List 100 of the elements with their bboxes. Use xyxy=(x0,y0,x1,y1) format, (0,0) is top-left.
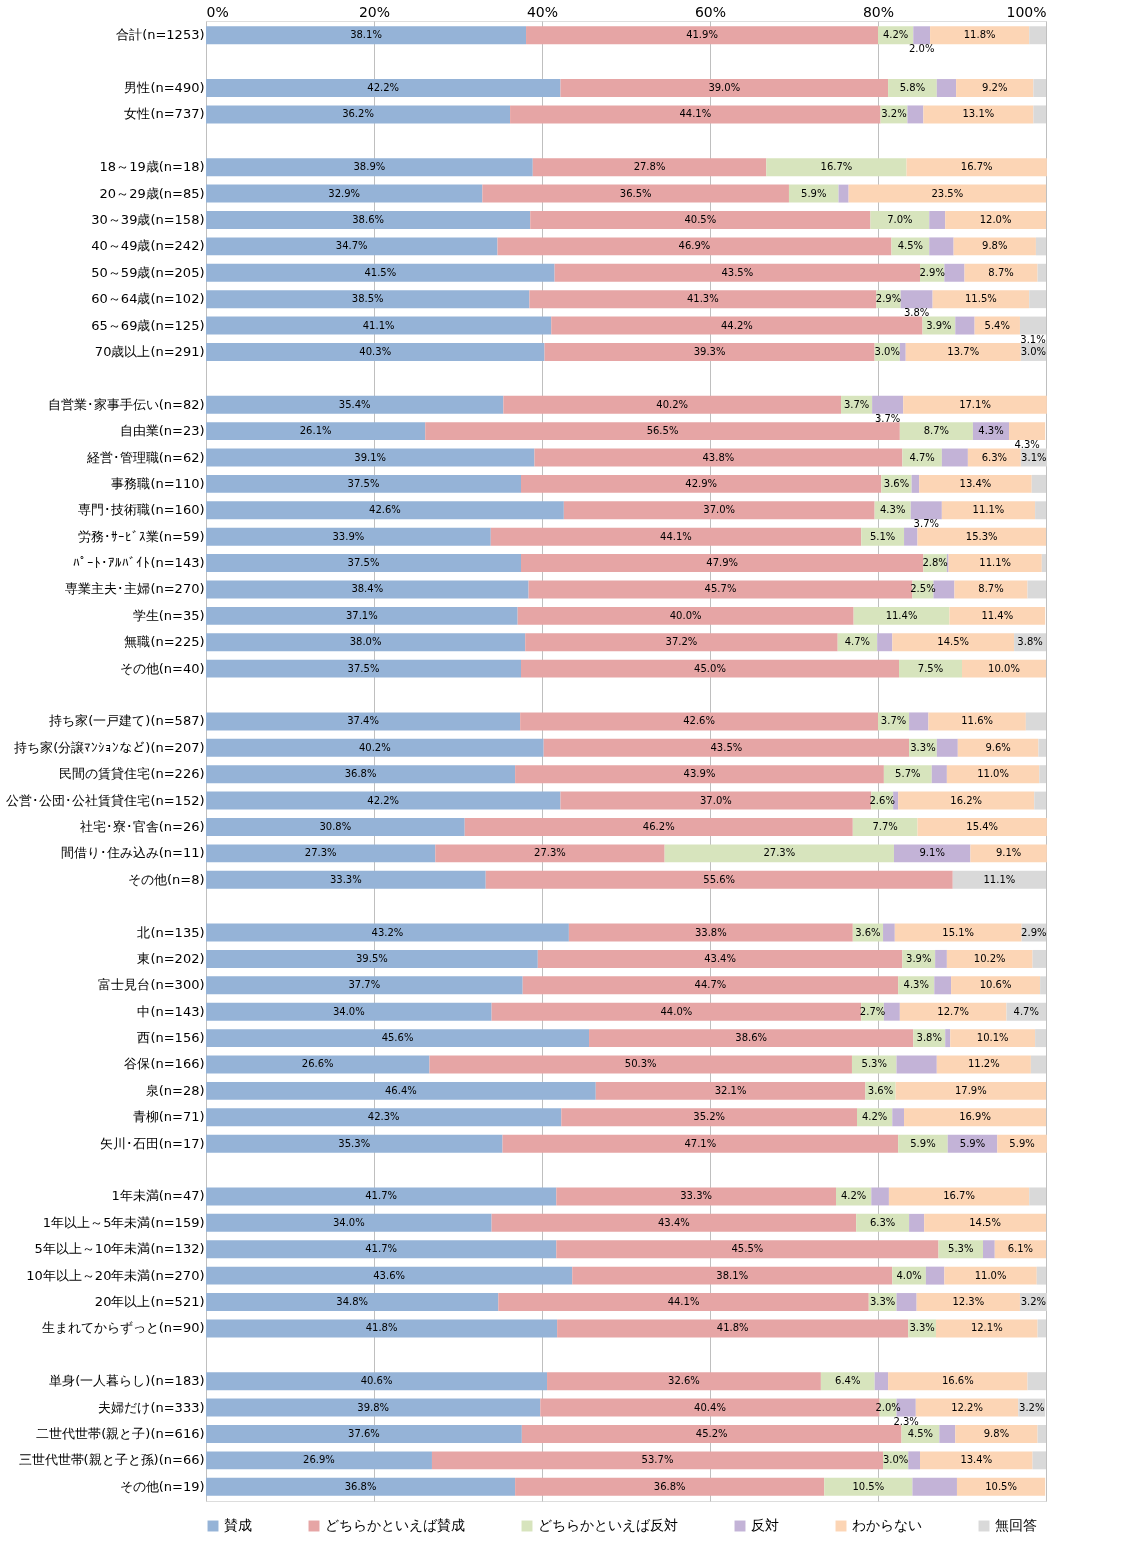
data-label: 11.1% xyxy=(983,873,1016,885)
data-label: 9.6% xyxy=(985,741,1011,753)
data-label: 37.5% xyxy=(347,662,380,674)
data-label: 10.0% xyxy=(988,662,1020,674)
data-label: 26.6% xyxy=(301,1058,334,1070)
data-label: 36.2% xyxy=(342,108,374,120)
data-label: 11.0% xyxy=(977,768,1009,780)
data-label: 6.4% xyxy=(835,1375,861,1387)
data-label: 38.4% xyxy=(351,583,384,595)
data-label: 44.0% xyxy=(660,1005,693,1017)
data-label: 45.5% xyxy=(731,1243,764,1255)
y-tick-label: 30～39歳(n=158) xyxy=(91,211,205,227)
y-tick-label: その他(n=19) xyxy=(119,1478,205,1494)
data-label: 5.9% xyxy=(1009,1137,1035,1149)
data-label: 55.6% xyxy=(703,873,736,885)
data-label: 2.7% xyxy=(859,1005,886,1017)
data-label: 15.1% xyxy=(942,926,975,938)
data-label: 2.9% xyxy=(919,266,945,278)
data-label: 2.8% xyxy=(922,557,948,569)
data-label: 4.0% xyxy=(896,1269,922,1281)
data-label: 27.8% xyxy=(633,161,666,173)
data-label: 43.6% xyxy=(373,1269,406,1281)
data-label: 3.7% xyxy=(874,412,901,424)
data-label: 3.9% xyxy=(926,319,952,331)
y-tick-label: 泉(n=28) xyxy=(145,1082,205,1098)
data-label: 38.9% xyxy=(353,161,386,173)
y-tick-label: 女性(n=737) xyxy=(124,106,205,122)
data-label: 10.5% xyxy=(852,1480,885,1492)
data-label: 9.8% xyxy=(983,1427,1010,1439)
data-label: 37.5% xyxy=(347,557,380,569)
data-label: 11.8% xyxy=(963,29,996,41)
data-label: 37.4% xyxy=(347,715,379,727)
data-label: 41.7% xyxy=(365,1190,398,1202)
data-label: 11.2% xyxy=(967,1058,1000,1070)
data-label: 16.7% xyxy=(960,161,993,173)
data-label: 47.1% xyxy=(684,1137,717,1149)
data-label: 2.5% xyxy=(910,583,936,595)
data-label: 26.1% xyxy=(299,425,332,437)
data-label: 10.2% xyxy=(973,952,1006,964)
data-label: 5.8% xyxy=(899,82,926,94)
data-label: 5.9% xyxy=(801,187,827,199)
data-label: 39.0% xyxy=(708,82,741,94)
data-label: 4.7% xyxy=(1013,1005,1039,1017)
y-tick-label: 富士見台(n=300) xyxy=(98,977,205,993)
data-label: 3.2% xyxy=(1020,1296,1047,1308)
data-label: 3.1% xyxy=(1020,333,1046,345)
data-label: 12.0% xyxy=(979,213,1012,225)
data-label: 39.8% xyxy=(357,1401,390,1413)
data-label: 3.3% xyxy=(910,741,936,753)
y-tick-label: 70歳以上(n=291) xyxy=(94,343,205,359)
data-label: 45.6% xyxy=(381,1032,414,1044)
y-tick-label: 東(n=202) xyxy=(137,950,205,966)
y-tick-label: 1年未満(n=47) xyxy=(111,1188,205,1204)
data-label: 3.7% xyxy=(843,398,870,410)
data-label: 4.7% xyxy=(844,636,871,648)
data-label: 41.3% xyxy=(686,293,719,305)
data-label: 41.8% xyxy=(716,1322,749,1334)
data-label: 38.1% xyxy=(716,1269,749,1281)
data-label: 16.9% xyxy=(959,1111,991,1123)
data-label: 36.8% xyxy=(653,1480,686,1492)
data-label: 38.1% xyxy=(350,29,382,41)
y-tick-label: 男性(n=490) xyxy=(124,80,205,96)
data-label: 40.3% xyxy=(359,345,392,357)
data-label: 7.0% xyxy=(887,213,913,225)
data-label: 44.1% xyxy=(667,1296,700,1308)
data-label: 5.1% xyxy=(869,530,896,542)
data-label: 4.3% xyxy=(880,504,906,516)
data-label: 34.8% xyxy=(336,1296,369,1308)
data-label: 8.7% xyxy=(988,266,1014,278)
y-tick-label: 40～49歳(n=242) xyxy=(91,238,205,254)
data-label: 42.9% xyxy=(685,477,718,489)
data-label: 10.5% xyxy=(985,1480,1017,1492)
data-label: 27.3% xyxy=(763,847,796,859)
data-label: 30.8% xyxy=(319,820,352,832)
data-label: 3.2% xyxy=(881,108,907,120)
data-label: 12.3% xyxy=(952,1296,985,1308)
data-label: 43.8% xyxy=(702,451,735,463)
y-tick-label: 生まれてからずっと(n=90) xyxy=(41,1320,205,1336)
data-label: 2.0% xyxy=(875,1401,901,1413)
data-label: 33.3% xyxy=(329,873,362,885)
data-label: 40.0% xyxy=(669,609,702,621)
y-tick-label: 合計(n=1253) xyxy=(116,27,205,43)
y-tick-label: 公営･公団･公社賃貸住宅(n=152) xyxy=(6,792,205,808)
data-label: 41.1% xyxy=(362,319,395,331)
y-tick-label: 60～64歳(n=102) xyxy=(91,291,205,307)
y-tick-label: 持ち家(分譲ﾏﾝｼｮﾝなど)(n=207) xyxy=(14,739,205,755)
data-label: 12.1% xyxy=(970,1322,1003,1334)
y-tick-label: 西(n=156) xyxy=(137,1030,205,1046)
data-label: 9.2% xyxy=(982,82,1008,94)
x-tick-label: 100% xyxy=(1006,3,1047,20)
data-label: 38.6% xyxy=(735,1032,768,1044)
data-label: 9.1% xyxy=(919,847,945,859)
data-label: 39.3% xyxy=(693,345,726,357)
data-label: 16.7% xyxy=(820,161,853,173)
data-label: 14.5% xyxy=(969,1216,1001,1228)
data-label: 3.1% xyxy=(1021,451,1047,463)
data-label: 27.3% xyxy=(304,847,337,859)
data-label: 4.2% xyxy=(882,29,909,41)
data-label: 8.7% xyxy=(923,425,950,437)
data-label: 6.3% xyxy=(869,1216,896,1228)
